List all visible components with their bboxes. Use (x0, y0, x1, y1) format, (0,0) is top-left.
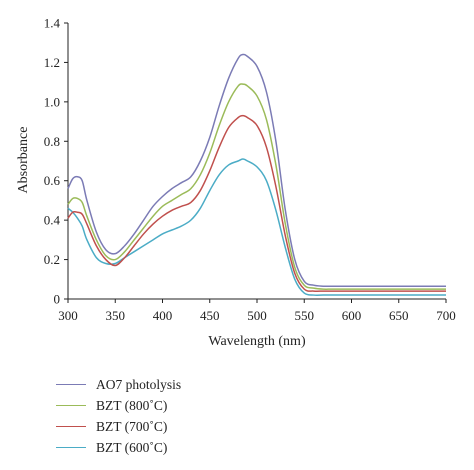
y-tick-label: 0.6 (44, 173, 61, 188)
series-line-3 (67, 114, 446, 293)
y-tick-label: 0.2 (44, 252, 60, 267)
x-tick-label: 450 (200, 308, 220, 323)
series-line-2 (67, 83, 446, 290)
x-tick-label: 550 (295, 308, 315, 323)
y-tick-label: 1.2 (44, 55, 60, 70)
series-line-1 (67, 53, 446, 288)
x-tick-label: 300 (58, 308, 78, 323)
legend-label: AO7 photolysis (96, 377, 182, 392)
y-tick-label: 1.4 (44, 16, 61, 31)
legend-label: BZT (600˚C) (96, 440, 168, 455)
y-axis-label: Absorbance (16, 127, 31, 194)
legend-swatch (56, 426, 86, 427)
legend-swatch (56, 447, 86, 448)
legend-swatch (56, 405, 86, 406)
x-tick-label: 500 (247, 308, 267, 323)
y-tick-label: 0.4 (44, 213, 61, 228)
x-axis-ticks: 300 350 400 450 500 550 600 650 700 (58, 299, 456, 323)
series-line-4 (67, 158, 446, 296)
x-tick-label: 700 (436, 308, 456, 323)
y-axis-ticks: 0 0.2 0.4 0.6 0.8 1.0 1.2 1.4 (44, 16, 68, 307)
x-tick-label: 600 (342, 308, 362, 323)
y-tick-label: 0.8 (44, 134, 60, 149)
y-tick-label: 1.0 (44, 94, 60, 109)
line-chart: 0 0.2 0.4 0.6 0.8 1.0 1.2 1.4 300 350 400 450 500 55… (16, 16, 456, 350)
x-tick-label: 400 (153, 308, 173, 323)
series-lines (67, 53, 446, 296)
legend-label: BZT (700˚C) (96, 419, 168, 434)
x-tick-label: 350 (106, 308, 126, 323)
legend-swatch (56, 384, 86, 385)
x-axis-label: Wavelength (nm) (208, 334, 306, 349)
x-tick-label: 650 (389, 308, 409, 323)
y-tick-label: 0 (54, 292, 61, 307)
legend-label: BZT (800˚C) (96, 398, 168, 413)
